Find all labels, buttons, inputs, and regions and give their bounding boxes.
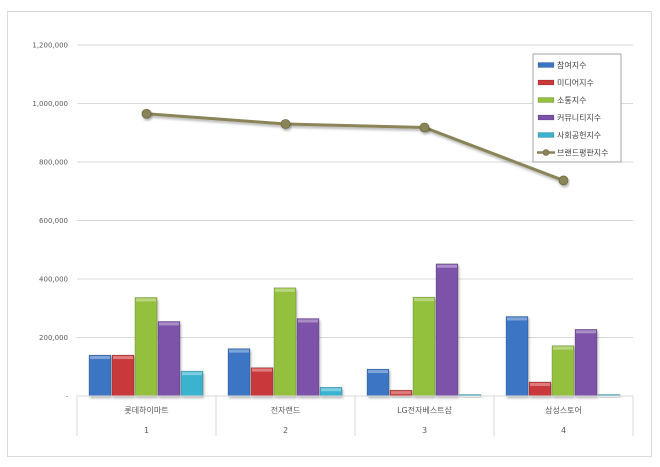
legend-item: 사회공헌지수 (537, 131, 601, 140)
category-rank: 1 (144, 426, 149, 435)
line-marker (558, 175, 569, 186)
y-tick-label: 800,000 (39, 159, 68, 167)
legend-label: 참여지수 (557, 60, 586, 70)
bar (273, 287, 297, 397)
legend-item: 커뮤니티지수 (537, 113, 601, 123)
bar (250, 367, 274, 397)
legend-label: 커뮤니티지수 (557, 113, 601, 123)
line-marker (141, 108, 152, 119)
legend-label: 미디어지수 (557, 78, 594, 88)
bar (435, 263, 459, 397)
line-series (141, 108, 569, 186)
bar (389, 389, 413, 397)
y-tick-label: 600,000 (39, 217, 68, 225)
category-rank: 4 (561, 426, 566, 435)
legend-label: 사회공헌지수 (557, 131, 601, 140)
bar (88, 354, 112, 397)
bar-series (88, 263, 621, 397)
x-axis: 롯데하이마트 1 전자랜드 2 LG전자베스트샵 3 삼성스토어 4 (76, 395, 634, 436)
y-tick-label: 200,000 (39, 334, 68, 342)
legend-item: 브랜드평판지수 (537, 148, 609, 158)
legend-label: 소통지수 (557, 96, 586, 105)
legend-item: 참여지수 (537, 60, 586, 70)
category-rank: 3 (422, 426, 427, 435)
bar (366, 368, 390, 397)
y-tick-label: 1,200,000 (32, 42, 68, 50)
bar (296, 318, 320, 397)
bar (180, 370, 204, 397)
line-marker (280, 119, 291, 129)
bar (111, 354, 135, 397)
bar (157, 321, 181, 397)
y-axis: - 200,000 400,000 600,000 800,000 1,000,000 1,… (32, 42, 68, 401)
legend-item: 소통지수 (537, 96, 586, 105)
category-label: 삼성스토어 (545, 405, 582, 415)
category-label: 롯데하이마트 (124, 405, 168, 415)
y-tick-label: - (65, 393, 68, 401)
legend-label: 브랜드평판지수 (557, 148, 609, 158)
bar (528, 381, 552, 397)
category-label: LG전자베스트샵 (397, 405, 452, 415)
line-marker (419, 122, 430, 133)
bar (134, 297, 158, 397)
bar (551, 345, 575, 397)
bar (319, 386, 343, 397)
bar (227, 348, 251, 397)
category-rank: 2 (283, 426, 288, 435)
bar (574, 329, 598, 397)
category-label: 전자랜드 (271, 405, 300, 415)
y-tick-label: 1,000,000 (32, 100, 68, 108)
legend-item: 미디어지수 (537, 78, 594, 88)
y-tick-label: 400,000 (39, 276, 68, 284)
bar (505, 316, 529, 397)
bar (412, 296, 436, 397)
